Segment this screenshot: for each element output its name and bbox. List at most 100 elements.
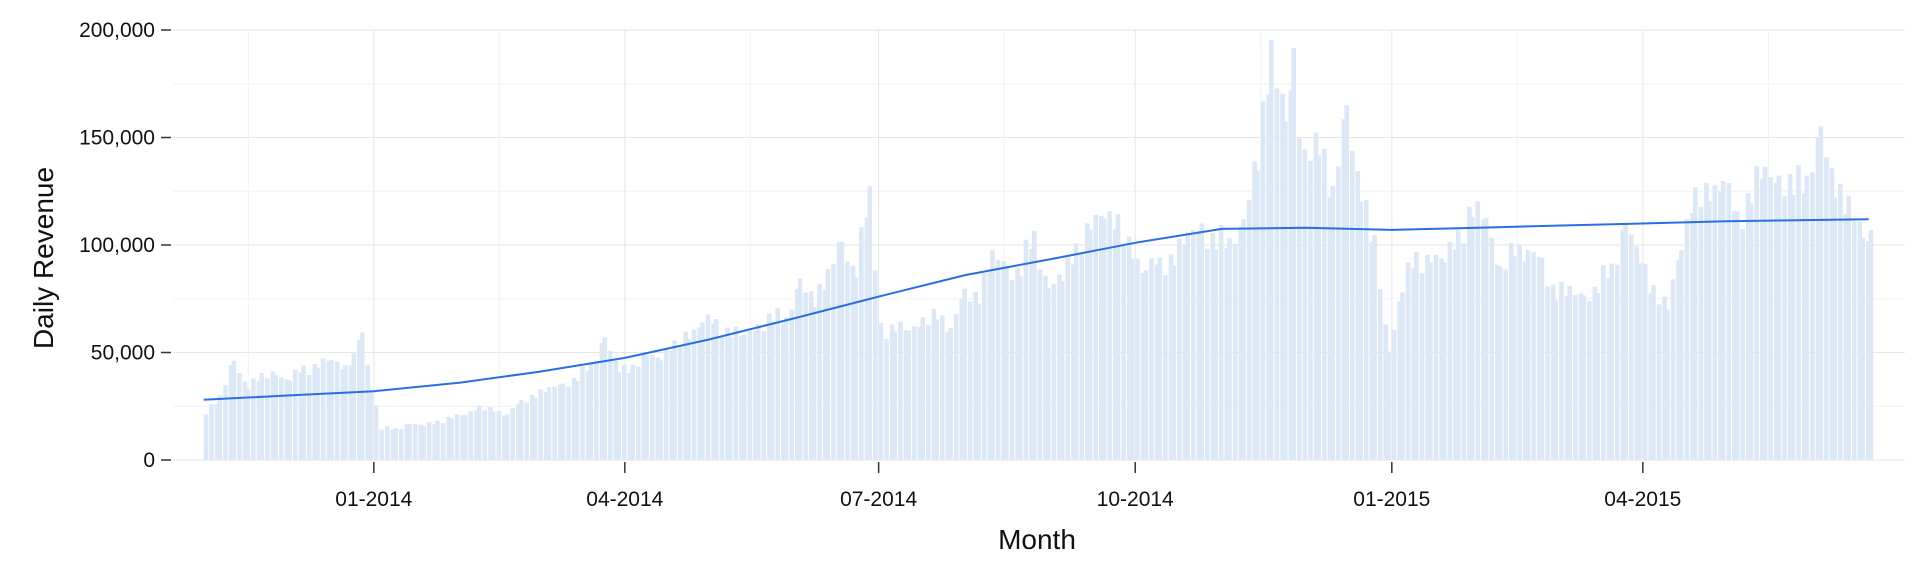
bar: [1093, 215, 1098, 460]
bar: [1322, 148, 1327, 461]
bar: [468, 411, 474, 460]
bar: [265, 378, 270, 460]
bar: [1704, 182, 1709, 460]
bar: [340, 369, 345, 460]
bar: [1355, 171, 1361, 461]
bar: [585, 371, 591, 460]
bar: [315, 367, 320, 460]
bar: [1224, 248, 1230, 460]
bar: [1135, 258, 1140, 460]
bar: [278, 377, 284, 460]
bar: [1475, 201, 1481, 461]
bar: [1098, 216, 1104, 460]
bar: [1648, 293, 1653, 460]
bar: [1087, 229, 1093, 460]
bar: [1032, 230, 1037, 460]
bar: [368, 389, 373, 460]
bar: [1483, 218, 1489, 460]
bar: [658, 360, 663, 460]
bar: [1428, 262, 1433, 460]
bar: [426, 422, 432, 460]
y-axis-title: Daily Revenue: [28, 167, 59, 349]
bar: [1453, 249, 1458, 460]
bar: [1045, 288, 1051, 460]
x-tick-label: 01-2014: [335, 488, 412, 511]
bar: [953, 314, 959, 460]
bar: [1288, 90, 1294, 460]
bar: [1369, 241, 1375, 460]
bar: [1079, 254, 1085, 460]
bar: [714, 319, 719, 460]
bar: [976, 304, 981, 460]
x-tick-label: 10-2014: [1097, 488, 1174, 511]
bar: [1481, 219, 1486, 460]
bar: [532, 397, 538, 460]
y-tick-label: 100,000: [79, 234, 155, 257]
bar: [1126, 236, 1132, 460]
bar: [1391, 329, 1397, 460]
bar: [1377, 289, 1383, 460]
bar: [1614, 264, 1620, 460]
bar: [1316, 155, 1322, 460]
bar: [803, 292, 808, 460]
bar: [1447, 242, 1453, 460]
bar: [1801, 193, 1807, 460]
bar: [446, 417, 451, 460]
bar: [602, 337, 608, 460]
y-tick-label: 50,000: [91, 342, 155, 365]
bar: [510, 408, 516, 460]
bar: [1274, 88, 1280, 461]
bar: [306, 375, 312, 460]
bar: [343, 365, 348, 460]
bar: [1059, 281, 1065, 460]
bar: [566, 386, 571, 460]
bar: [649, 354, 655, 460]
bar: [1495, 264, 1500, 460]
bar: [912, 326, 917, 460]
bar: [1163, 275, 1168, 460]
bar: [574, 381, 580, 460]
bar: [1508, 242, 1514, 460]
bar: [934, 319, 939, 460]
bar: [1804, 175, 1810, 460]
bar: [825, 268, 831, 460]
bar: [1670, 279, 1676, 460]
bar: [373, 405, 379, 460]
bar: [1372, 235, 1377, 460]
bar: [845, 261, 850, 460]
bar: [616, 372, 622, 460]
bar: [1782, 196, 1787, 460]
bar: [320, 358, 326, 460]
bar: [552, 386, 557, 460]
y-tick-label: 200,000: [79, 19, 155, 42]
bar: [1860, 238, 1865, 460]
bar: [1023, 239, 1029, 460]
bar: [393, 428, 398, 460]
bar: [502, 415, 507, 460]
bar: [797, 278, 803, 460]
bar: [1865, 240, 1871, 460]
bar: [571, 378, 577, 460]
bar: [348, 365, 354, 460]
bar: [864, 217, 870, 460]
bar: [1718, 191, 1723, 460]
bar: [1397, 301, 1402, 460]
bar: [359, 332, 365, 460]
bar: [1553, 300, 1559, 460]
bar: [1857, 221, 1863, 460]
bar: [463, 414, 468, 460]
bar: [683, 331, 688, 460]
bar: [1732, 210, 1737, 460]
bar: [811, 307, 817, 460]
bar: [1425, 254, 1430, 460]
bar: [962, 288, 967, 460]
bar: [351, 353, 357, 460]
bar: [1740, 229, 1746, 460]
bar: [273, 375, 278, 460]
bar: [1720, 181, 1726, 460]
bar: [697, 327, 702, 460]
bar: [1815, 137, 1821, 460]
bar: [1824, 157, 1829, 460]
bar: [973, 291, 979, 460]
bar: [1838, 183, 1843, 461]
